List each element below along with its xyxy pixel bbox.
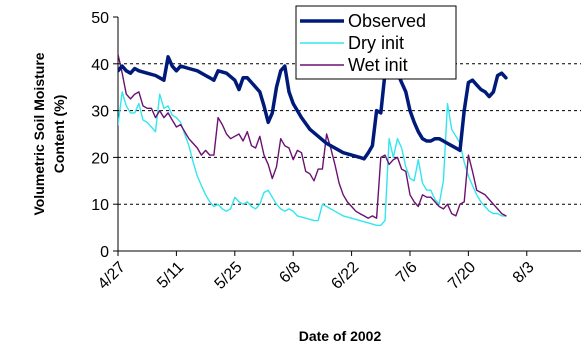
series-lines (118, 52, 508, 227)
y-tick-label: 0 (100, 244, 109, 261)
x-tick-label: 5/25 (212, 259, 246, 293)
y-axis-title-line-1: Volumetric Soil Moisture (31, 52, 47, 215)
axis-labels: 0 10 20 30 40 50 4/27 5/11 5/25 6/8 6/22 7/6 7/20 8/3… (31, 10, 538, 344)
y-tick-label: 20 (91, 150, 109, 167)
legend-label: Observed (348, 11, 426, 31)
x-tick-label: 4/27 (95, 259, 129, 293)
x-tick-label: 6/8 (276, 259, 304, 287)
y-tick-label: 40 (91, 57, 109, 74)
legend-label: Dry init (348, 33, 404, 53)
y-tick-label: 30 (91, 104, 109, 121)
y-tick-label: 10 (91, 197, 109, 214)
x-tick-label: 8/3 (510, 259, 538, 287)
x-tick-label: 7/20 (445, 259, 479, 293)
x-tick-label: 7/6 (393, 259, 421, 287)
series-line-observed (118, 52, 508, 161)
series-line-dry-init (118, 91, 507, 227)
axes (113, 16, 581, 256)
x-tick-label: 6/22 (328, 259, 362, 293)
legend-label: Wet init (348, 55, 408, 75)
y-axis-title-line-2: Content (%) (51, 95, 67, 174)
series-line-wet-init (118, 53, 507, 219)
x-axis-title: Date of 2002 (299, 328, 382, 344)
y-tick-label: 50 (91, 10, 109, 27)
x-tick-label: 5/11 (154, 259, 187, 292)
grid-lines (118, 63, 581, 205)
